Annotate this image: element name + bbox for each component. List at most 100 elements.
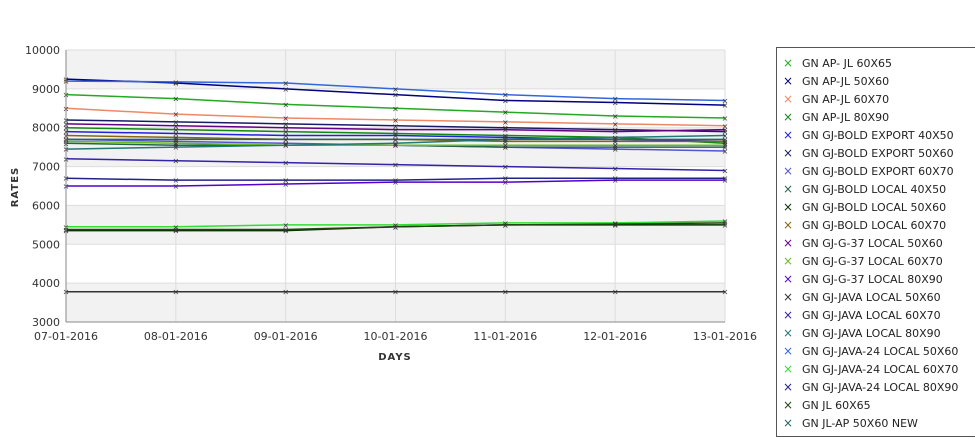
legend-marker-icon: ×	[782, 74, 794, 88]
data-point: ×	[282, 180, 289, 189]
legend-label: GN GJ-G-37 LOCAL 80X90	[802, 272, 943, 286]
data-point: ×	[392, 178, 399, 187]
y-tick-label: 9000	[32, 83, 60, 96]
data-point: ×	[502, 97, 509, 106]
data-point: ×	[612, 98, 619, 107]
data-point: ×	[722, 114, 729, 123]
legend-item: × GN JL-AP 50X60 NEW	[777, 414, 918, 432]
legend-item: × GN GJ-BOLD EXPORT 40X50	[777, 126, 954, 144]
data-point: ×	[282, 221, 289, 230]
legend-marker-icon: ×	[782, 164, 794, 178]
data-point: ×	[282, 128, 289, 137]
legend-marker-icon: ×	[782, 200, 794, 214]
data-point: ×	[392, 104, 399, 113]
data-point: ×	[282, 226, 289, 235]
data-point: ×	[722, 126, 729, 135]
x-tick-label: 12-01-2016	[583, 330, 647, 343]
data-point: ×	[722, 128, 729, 137]
legend-item: × GN GJ-BOLD LOCAL 40X50	[777, 180, 946, 198]
x-tick-label: 10-01-2016	[364, 330, 428, 343]
legend-item: × GN GJ-G-37 LOCAL 50X60	[777, 234, 943, 252]
data-point: ×	[392, 161, 399, 170]
legend-label: GN AP-JL 50X60	[802, 74, 890, 88]
legend-item: × GN GJ-G-37 LOCAL 80X90	[777, 270, 943, 288]
series-line-gn-gj-java-24-local-60x70	[66, 220, 726, 228]
legend-label: GN GJ-BOLD LOCAL 50X60	[802, 200, 947, 214]
data-point: ×	[172, 118, 179, 127]
legend-item: × GN GJ-BOLD EXPORT 50X60	[777, 144, 954, 162]
legend-marker-icon: ×	[782, 92, 794, 106]
data-point: ×	[392, 139, 399, 148]
data-point: ×	[172, 135, 179, 144]
legend-label: GN GJ-JAVA LOCAL 80X90	[802, 326, 941, 340]
legend-label: GN GJ-BOLD LOCAL 60X70	[802, 218, 947, 232]
data-point: ×	[502, 133, 509, 142]
data-point: ×	[392, 288, 399, 297]
data-point: ×	[172, 95, 179, 104]
data-point: ×	[612, 174, 619, 183]
legend-item: × GN GJ-BOLD LOCAL 60X70	[777, 216, 946, 234]
data-point: ×	[392, 116, 399, 125]
data-point: ×	[392, 221, 399, 230]
legend-marker-icon: ×	[782, 290, 794, 304]
x-axis-title: DAYS	[378, 352, 412, 363]
data-point: ×	[172, 176, 179, 185]
legend-item: × GN GJ-JAVA-24 LOCAL 80X90	[777, 378, 958, 396]
y-tick-label: 8000	[32, 122, 60, 135]
data-point: ×	[282, 120, 289, 129]
data-point: ×	[172, 130, 179, 139]
data-point: ×	[282, 159, 289, 168]
legend-marker-icon: ×	[782, 182, 794, 196]
legend-marker-icon: ×	[782, 272, 794, 286]
legend-label: GN GJ-BOLD EXPORT 40X50	[802, 128, 954, 142]
data-point: ×	[392, 141, 399, 150]
data-point: ×	[502, 126, 509, 135]
data-point: ×	[392, 131, 399, 140]
data-point: ×	[722, 219, 729, 228]
data-point: ×	[502, 178, 509, 187]
legend-item: × GN GJ-JAVA-24 LOCAL 50X60	[777, 342, 958, 360]
data-point: ×	[612, 135, 619, 144]
data-point: ×	[172, 141, 179, 150]
data-point: ×	[392, 122, 399, 131]
legend-item: × GN AP-JL 80X90	[777, 108, 889, 126]
data-point: ×	[722, 131, 729, 140]
legend-item: × GN AP-JL 60X70	[777, 90, 889, 108]
legend-item: × GN GJ-BOLD LOCAL 50X60	[777, 198, 946, 216]
data-point: ×	[502, 131, 509, 140]
data-point: ×	[282, 176, 289, 185]
legend-marker-icon: ×	[782, 56, 794, 70]
series-line-gn-jl-60x65	[66, 222, 726, 231]
data-point: ×	[612, 128, 619, 137]
data-point: ×	[172, 182, 179, 191]
data-point: ×	[722, 97, 729, 106]
data-point: ×	[722, 166, 729, 175]
data-point: ×	[502, 135, 509, 144]
series-line-gn-gj-java-24-local-80x90	[65, 177, 725, 181]
series-line-gn-gj-g-37-local-60x70	[65, 140, 725, 146]
data-point: ×	[282, 139, 289, 148]
legend-marker-icon: ×	[782, 380, 794, 394]
y-tick-labels: 3000 4000 5000 6000 7000 8000 9000 10000	[25, 44, 60, 329]
series-line-gn-gj-g-37-local-50x60	[65, 123, 726, 133]
legend-item: × GN JL 60X65	[777, 396, 871, 414]
data-point: ×	[282, 135, 289, 144]
legend-marker-icon: ×	[782, 416, 794, 430]
data-point: ×	[282, 131, 289, 140]
data-point: ×	[172, 78, 179, 87]
legend-item: × GN GJ-JAVA LOCAL 80X90	[777, 324, 941, 342]
legend-label: GN GJ-JAVA LOCAL 50X60	[802, 290, 941, 304]
data-point: ×	[172, 223, 179, 232]
data-point: ×	[502, 124, 509, 133]
data-point: ×	[392, 126, 399, 135]
data-point: ×	[722, 217, 729, 226]
data-point: ×	[392, 130, 399, 139]
legend-label: GN JL-AP 50X60 NEW	[802, 416, 918, 430]
series-line-gn-ap-jl-60x65	[65, 93, 726, 119]
x-tick-label: 11-01-2016	[473, 330, 537, 343]
y-tick-label: 7000	[32, 161, 60, 174]
legend-marker-icon: ×	[782, 326, 794, 340]
legend-marker-icon: ×	[782, 254, 794, 268]
data-point: ×	[172, 288, 179, 297]
